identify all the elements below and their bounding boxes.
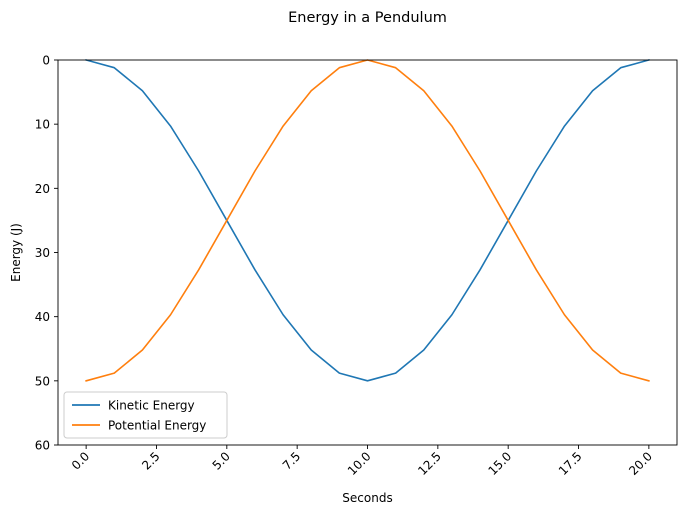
y-tick-label: 40 <box>35 310 50 324</box>
legend-label: Kinetic Energy <box>108 399 195 413</box>
legend-item: Kinetic Energy <box>72 399 195 413</box>
chart-title: Energy in a Pendulum <box>288 10 447 26</box>
y-tick-label: 20 <box>35 182 50 196</box>
y-tick-label: 50 <box>35 374 50 388</box>
legend-box <box>63 391 228 439</box>
x-axis-title: Seconds <box>342 491 392 505</box>
legend-item: Potential Energy <box>72 419 206 433</box>
y-axis-title: Energy (J) <box>9 223 23 282</box>
y-tick-label: 0 <box>42 54 50 68</box>
legend-label: Potential Energy <box>108 419 206 433</box>
y-tick-label: 30 <box>35 246 50 260</box>
series-kinetic-energy <box>85 59 650 382</box>
legend: Kinetic Energy Potential Energy <box>63 391 228 439</box>
y-tick-label: 10 <box>35 118 50 132</box>
y-tick-label: 60 <box>35 439 50 453</box>
